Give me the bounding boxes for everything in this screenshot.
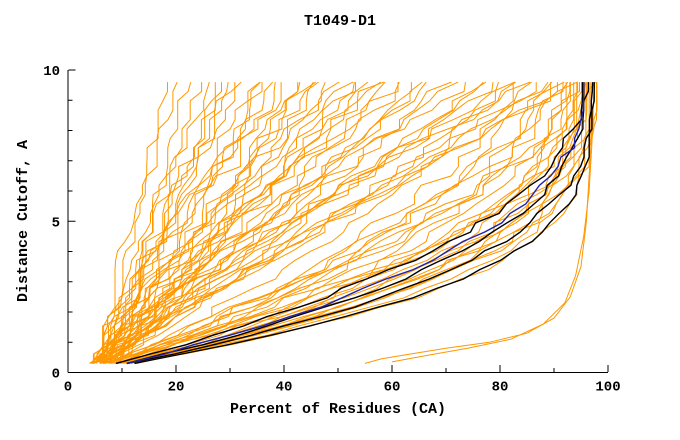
x-tick-label: 20 [168, 380, 185, 396]
y-tick-label: 10 [43, 64, 60, 80]
predicted-models-right-cluster-curve [116, 81, 553, 364]
predicted-models-right-cluster-curve [113, 82, 571, 364]
predicted-models-right-cluster-curve [117, 81, 532, 364]
x-tick-label: 80 [492, 380, 509, 396]
predicted-models-right-cluster-curve [108, 82, 564, 364]
predicted-models-right-cluster-curve [364, 82, 595, 364]
predicted-models-right-cluster-curve [123, 82, 567, 364]
predicted-models-fan-curve [100, 82, 222, 364]
predicted-models-fan-curve [100, 81, 210, 364]
chart-title: T1049-D1 [304, 13, 376, 30]
predicted-models-fan-curve [103, 82, 356, 364]
predicted-models-fan-curve [95, 81, 515, 364]
predicted-models-fan-curve [103, 81, 319, 364]
predicted-models-fan-curve [90, 81, 317, 364]
predicted-models-right-cluster-curve [123, 82, 571, 364]
predicted-models-fan-curve [100, 81, 314, 364]
predicted-models-fan-curve [91, 81, 531, 364]
best-models-black-curve [134, 82, 594, 365]
predicted-models-fan-curve [100, 81, 261, 364]
predicted-models-right-cluster-curve [126, 82, 558, 364]
x-axis-label: Percent of Residues (CA) [230, 401, 446, 418]
predicted-models-right-cluster-curve [125, 82, 575, 364]
predicted-models-right-cluster-curve [125, 81, 597, 364]
y-tick-label: 0 [52, 367, 60, 383]
predicted-models-fan-curve [103, 81, 384, 364]
predicted-models-right-cluster-curve [116, 82, 597, 364]
x-tick-label: 0 [64, 380, 72, 396]
predicted-models-fan-curve [93, 82, 537, 364]
predicted-models-right-cluster-curve [117, 81, 569, 364]
x-tick-label: 40 [276, 380, 293, 396]
predicted-models-fan-curve [108, 81, 578, 364]
y-tick-label: 5 [52, 215, 60, 231]
axis-tick-labels: 0 20 40 60 80 100 0 5 10 [43, 64, 620, 396]
predicted-models-fan-curve [106, 82, 282, 364]
predicted-models-fan-curve [110, 81, 400, 364]
predicted-models-fan-curve [102, 82, 216, 364]
selected-model-blue-curve [127, 82, 585, 365]
best-models-black-curve [126, 82, 589, 365]
predicted-models-right-cluster-curve [115, 82, 514, 364]
predicted-models-right-cluster-curve [130, 82, 584, 364]
predicted-models-fan-curve [100, 81, 354, 364]
predicted-models-fan-curve [89, 81, 274, 364]
predicted-models-fan-curve [89, 82, 168, 364]
y-axis-label: Distance Cutoff, A [15, 140, 32, 302]
predicted-models-fan-curve [93, 81, 427, 364]
curve-area [89, 81, 598, 365]
predicted-models-fan-curve [104, 81, 381, 364]
x-tick-label: 100 [595, 380, 620, 396]
predicted-models-right-cluster-curve [136, 82, 590, 364]
best-models-black-curve [126, 82, 595, 365]
axis-ticks [67, 69, 609, 373]
predicted-models-right-cluster-curve [128, 82, 592, 364]
predicted-models-right-cluster-curve [391, 82, 595, 363]
predicted-models-fan-curve [101, 81, 242, 364]
predicted-models-right-cluster-curve [119, 82, 552, 364]
predicted-models-fan-curve [92, 82, 236, 364]
predicted-models-right-cluster-curve [114, 82, 587, 364]
predicted-models-fan-curve [109, 82, 263, 364]
predicted-models-fan-curve [110, 82, 203, 364]
best-models-black-curve [115, 82, 584, 365]
x-tick-label: 60 [384, 380, 401, 396]
predicted-models-fan-curve [90, 82, 494, 364]
